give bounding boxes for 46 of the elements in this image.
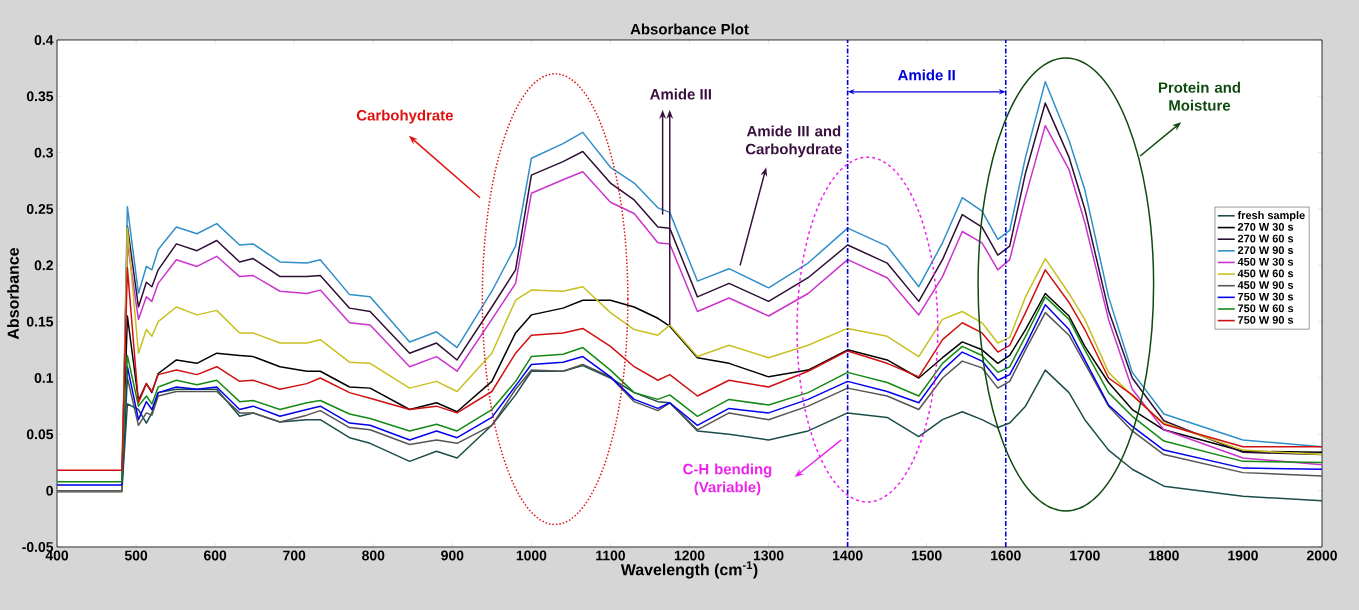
legend-label: 450 W 60 s [1237,269,1294,278]
annotation: Amide III [650,88,711,100]
x-tick-label: 1200 [674,550,705,561]
y-axis-title: Absorbance [7,247,19,340]
legend-label: 270 W 90 s [1237,246,1294,255]
x-tick-label: 400 [45,550,69,561]
y-tick-label: 0.35 [26,91,54,102]
annotation: Protein and Moisture [1158,81,1240,111]
y-tick-label: 0.2 [34,260,53,271]
y-tick-label: 0 [46,485,53,496]
y-tick-label: 0.25 [26,204,54,214]
x-tick-label: 700 [283,550,306,561]
x-tick-label: 1500 [912,550,942,561]
y-tick-label: 0.05 [26,429,54,440]
legend-label: 270 W 60 s [1237,234,1294,243]
x-tick-label: 1300 [753,550,784,561]
y-tick-label: -0.05 [22,542,54,552]
annotation: Carbohydrate [356,109,453,124]
legend-label: 750 W 30 s [1238,292,1294,301]
y-tick-label: 0.4 [34,35,54,45]
x-tick-label: 1800 [1149,550,1179,561]
y-tick-label: 0.3 [34,147,53,158]
annotation: Amide III and Carbohydrate [745,125,842,158]
x-tick-label: 2000 [1306,550,1337,561]
annotation: C-H bending (Variable) [683,463,772,496]
x-tick-label: 800 [362,550,385,561]
x-tick-label: 900 [441,550,464,561]
x-tick-label: 1100 [596,550,625,561]
y-tick-label: 0.15 [26,316,54,327]
legend-label: 450 W 30 s [1237,257,1294,266]
x-tick-label: 500 [124,550,148,561]
x-tick-label: 1600 [991,550,1021,561]
x-tick-label: 600 [204,550,227,561]
x-tick-label: 1900 [1228,550,1258,561]
x-axis-title: Wavelength (cm$^{-1}$) [620,561,758,579]
legend-label: 270 W 30 s [1237,223,1294,231]
legend-label: 750 W 90 s [1238,316,1294,324]
x-tick-label: 1000 [516,550,547,561]
annotation: Amide II [898,69,955,81]
x-tick-label: 1400 [832,550,863,561]
x-tick-label: 1700 [1070,550,1100,561]
legend-label: fresh sample [1237,211,1305,222]
chart-title: Absorbance Plot [630,23,749,35]
y-tick-label: 0.1 [34,373,54,383]
legend-label: 750 W 60 s [1238,304,1294,313]
legend-label: 450 W 90 s [1237,281,1294,289]
